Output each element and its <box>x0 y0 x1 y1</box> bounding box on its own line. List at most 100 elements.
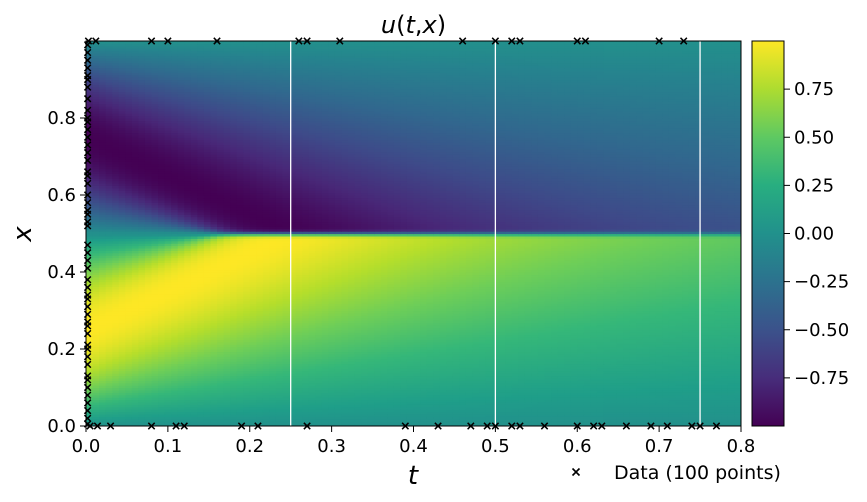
heatmap-cell <box>596 382 605 386</box>
heatmap-cell <box>144 370 153 374</box>
heatmap-cell <box>380 363 388 367</box>
heatmap-cell <box>203 320 212 324</box>
heatmap-cell <box>243 389 251 393</box>
heatmap-cell <box>387 363 395 367</box>
heatmap-cell <box>315 332 323 336</box>
heatmap-cell <box>230 387 238 391</box>
heatmap-cell <box>426 416 434 420</box>
heatmap-cell <box>485 346 493 350</box>
heatmap-cell <box>321 401 329 405</box>
heatmap-cell <box>275 361 284 365</box>
heatmap-cell <box>289 346 297 350</box>
heatmap-cell <box>675 392 683 396</box>
heatmap-cell <box>577 353 585 357</box>
heatmap-cell <box>230 382 238 386</box>
heatmap-cell <box>308 327 316 331</box>
heatmap-cell <box>708 394 716 398</box>
heatmap-cell <box>406 332 415 336</box>
heatmap-cell <box>642 329 650 333</box>
heatmap-cell <box>498 344 506 348</box>
heatmap-cell <box>92 332 100 336</box>
heatmap-cell <box>721 397 729 401</box>
heatmap-cell <box>439 334 447 338</box>
heatmap-cell <box>479 351 487 355</box>
heatmap-cell <box>452 315 460 319</box>
heatmap-cell <box>197 413 205 417</box>
heatmap-cell <box>439 344 447 348</box>
heatmap-cell <box>714 344 722 348</box>
heatmap-cell <box>86 344 94 348</box>
heatmap-cell <box>682 341 690 345</box>
heatmap-cell <box>433 416 441 420</box>
heatmap-cell <box>675 401 683 405</box>
heatmap-cell <box>374 392 382 396</box>
heatmap-cell <box>177 397 185 401</box>
heatmap-cell <box>551 377 559 381</box>
heatmap-cell <box>564 406 572 410</box>
heatmap-cell <box>243 327 251 331</box>
heatmap-cell <box>295 351 303 355</box>
heatmap-cell <box>727 380 736 384</box>
heatmap-cell <box>570 394 578 398</box>
heatmap-cell <box>112 312 120 316</box>
heatmap-cell <box>616 305 624 309</box>
heatmap-cell <box>446 382 454 386</box>
heatmap-cell <box>334 336 343 340</box>
heatmap-cell <box>184 341 192 345</box>
heatmap-cell <box>727 317 736 321</box>
heatmap-cell <box>682 349 690 353</box>
heatmap-cell <box>701 368 709 372</box>
heatmap-cell <box>655 315 663 319</box>
heatmap-cell <box>171 380 179 384</box>
heatmap-cell <box>275 404 284 408</box>
heatmap-cell <box>210 320 218 324</box>
heatmap-cell <box>433 375 441 379</box>
heatmap-cell <box>524 339 532 343</box>
heatmap-cell <box>544 327 552 331</box>
heatmap-cell <box>393 332 401 336</box>
heatmap-cell <box>577 361 585 365</box>
heatmap-cell <box>118 375 126 379</box>
heatmap-cell <box>610 411 618 415</box>
heatmap-cell <box>701 394 709 398</box>
heatmap-cell <box>289 413 297 417</box>
heatmap-cell <box>505 351 513 355</box>
heatmap-cell <box>603 423 611 426</box>
heatmap-cell <box>230 401 238 405</box>
heatmap-cell <box>662 380 670 384</box>
heatmap-cell <box>158 413 166 417</box>
heatmap-cell <box>537 332 546 336</box>
heatmap-cell <box>112 334 120 338</box>
heatmap-cell <box>158 308 166 312</box>
heatmap-cell <box>289 332 297 336</box>
heatmap-cell <box>649 305 657 309</box>
heatmap-cell <box>708 389 716 393</box>
heatmap-cell <box>413 382 421 386</box>
heatmap-cell <box>452 413 460 417</box>
heatmap-cell <box>315 334 323 338</box>
heatmap-cell <box>701 324 709 328</box>
heatmap-cell <box>236 409 244 413</box>
heatmap-cell <box>485 310 493 314</box>
heatmap-cell <box>577 421 585 425</box>
heatmap-cell <box>682 399 690 403</box>
heatmap-cell <box>583 356 591 360</box>
heatmap-cell <box>662 361 670 365</box>
heatmap-cell <box>479 406 487 410</box>
heatmap-cell <box>269 329 277 333</box>
heatmap-cell <box>131 387 139 391</box>
heatmap-cell <box>544 322 552 326</box>
heatmap-cell <box>354 317 362 321</box>
heatmap-cell <box>636 423 644 426</box>
heatmap-cell <box>308 363 316 367</box>
heatmap-cell <box>249 324 257 328</box>
heatmap-cell <box>361 341 369 345</box>
heatmap-cell <box>243 421 251 425</box>
heatmap-cell <box>105 370 113 374</box>
heatmap-cell <box>151 308 159 312</box>
heatmap-cell <box>662 317 670 321</box>
heatmap-cell <box>197 382 205 386</box>
heatmap-cell <box>393 339 401 343</box>
heatmap-cell <box>249 353 257 357</box>
heatmap-cell <box>361 336 369 340</box>
